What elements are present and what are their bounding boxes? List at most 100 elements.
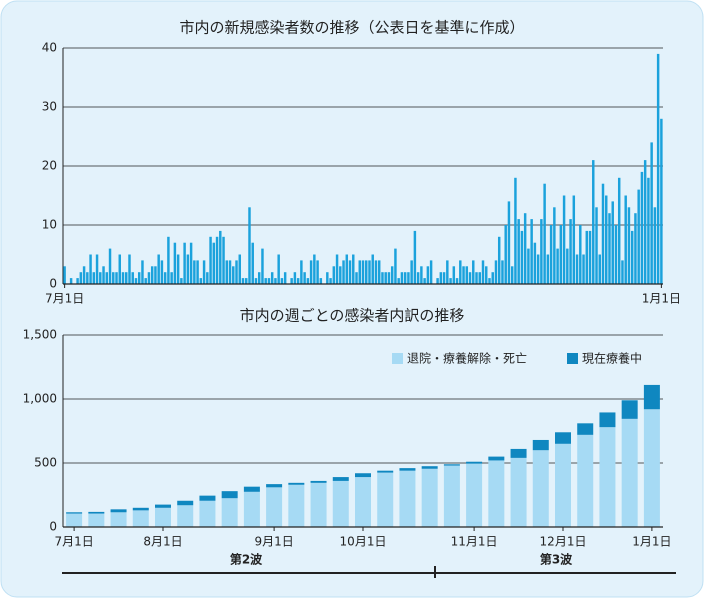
bar-segment bbox=[177, 505, 194, 527]
bar bbox=[170, 272, 173, 284]
bar bbox=[352, 254, 355, 284]
bar bbox=[326, 272, 329, 284]
bar bbox=[624, 195, 627, 284]
bar bbox=[241, 278, 245, 284]
bar bbox=[238, 254, 241, 284]
bar bbox=[137, 272, 141, 284]
bar bbox=[449, 278, 452, 284]
bar bbox=[494, 260, 498, 284]
bar-segment bbox=[243, 486, 260, 492]
y-tick-label: 20 bbox=[42, 159, 57, 173]
bar bbox=[339, 266, 342, 284]
bar bbox=[517, 219, 520, 284]
bar bbox=[582, 254, 585, 284]
bar-segment bbox=[555, 443, 571, 527]
bar bbox=[329, 278, 332, 284]
bar bbox=[507, 201, 511, 284]
bar bbox=[387, 272, 391, 284]
bar bbox=[472, 260, 475, 284]
bar bbox=[523, 213, 527, 284]
bar bbox=[566, 248, 569, 284]
bar-segment bbox=[532, 439, 549, 451]
bar bbox=[270, 272, 274, 284]
x-tick-label: 10月1日 bbox=[340, 535, 387, 549]
bar bbox=[416, 272, 420, 284]
bar bbox=[95, 254, 99, 284]
bar bbox=[530, 219, 533, 284]
bar bbox=[501, 260, 504, 284]
bar bbox=[650, 142, 653, 284]
chart-title: 市内の新規感染者数の推移（公表日を基準に作成） bbox=[179, 19, 524, 37]
bar-segment bbox=[510, 457, 527, 527]
bar bbox=[394, 248, 397, 284]
x-tick-label: 7月1日 bbox=[54, 535, 93, 549]
x-tick-label: 12月1日 bbox=[540, 535, 587, 549]
bar bbox=[63, 266, 66, 284]
bar-segment bbox=[355, 477, 371, 527]
bar bbox=[637, 189, 640, 284]
y-tick-label: 40 bbox=[42, 41, 57, 55]
bar bbox=[163, 272, 167, 284]
bar bbox=[546, 254, 550, 284]
bar bbox=[303, 272, 306, 284]
bar-segment bbox=[110, 512, 127, 527]
bar bbox=[488, 278, 491, 284]
bar bbox=[442, 272, 446, 284]
bar bbox=[368, 260, 371, 284]
bar bbox=[283, 272, 287, 284]
bar bbox=[257, 272, 261, 284]
bar bbox=[355, 272, 358, 284]
bar bbox=[316, 260, 319, 284]
bar-segment bbox=[577, 434, 594, 527]
bar bbox=[611, 201, 614, 284]
bar bbox=[313, 254, 316, 284]
bar bbox=[209, 236, 212, 284]
bar bbox=[115, 272, 118, 284]
bar bbox=[605, 195, 608, 284]
x-tick-label: 11月1日 bbox=[451, 535, 498, 549]
bar bbox=[533, 242, 537, 284]
bar bbox=[462, 266, 465, 284]
bar bbox=[264, 278, 267, 284]
bar-segment bbox=[555, 432, 571, 444]
bar bbox=[225, 260, 229, 284]
bar bbox=[345, 254, 349, 284]
bar-segment bbox=[399, 468, 416, 471]
bar bbox=[300, 260, 303, 284]
bar bbox=[105, 272, 109, 284]
bar bbox=[342, 260, 345, 284]
y-tick-label: 0 bbox=[49, 520, 57, 534]
y-tick-label: 1,500 bbox=[23, 328, 57, 342]
legend-swatch bbox=[392, 353, 403, 364]
bar-segment bbox=[377, 470, 394, 473]
y-tick-label: 0 bbox=[49, 277, 57, 291]
bar bbox=[319, 278, 323, 284]
bar bbox=[251, 242, 254, 284]
bar bbox=[290, 278, 293, 284]
bar-segment bbox=[599, 412, 616, 428]
bar bbox=[277, 254, 280, 284]
bar-segment bbox=[332, 477, 349, 481]
bar bbox=[228, 260, 232, 284]
bar-segment bbox=[88, 511, 105, 514]
bar bbox=[215, 236, 219, 284]
legend-label: 現在療養中 bbox=[582, 351, 642, 366]
bar-segment bbox=[577, 423, 594, 435]
bar bbox=[426, 266, 430, 284]
x-tick-label: 1月1日 bbox=[642, 292, 681, 306]
bar bbox=[377, 260, 381, 284]
bar-segment bbox=[132, 507, 149, 511]
bar bbox=[630, 230, 634, 284]
bar-segment bbox=[243, 491, 260, 527]
bar bbox=[245, 278, 248, 284]
bar bbox=[374, 260, 378, 284]
bar-segment bbox=[66, 512, 83, 514]
bar-segment bbox=[621, 400, 638, 419]
bar bbox=[660, 118, 663, 284]
bar bbox=[118, 254, 121, 284]
bar-segment bbox=[288, 484, 305, 527]
bar-segment bbox=[510, 448, 527, 458]
bar-segment bbox=[443, 464, 460, 466]
bar-segment bbox=[110, 509, 127, 513]
